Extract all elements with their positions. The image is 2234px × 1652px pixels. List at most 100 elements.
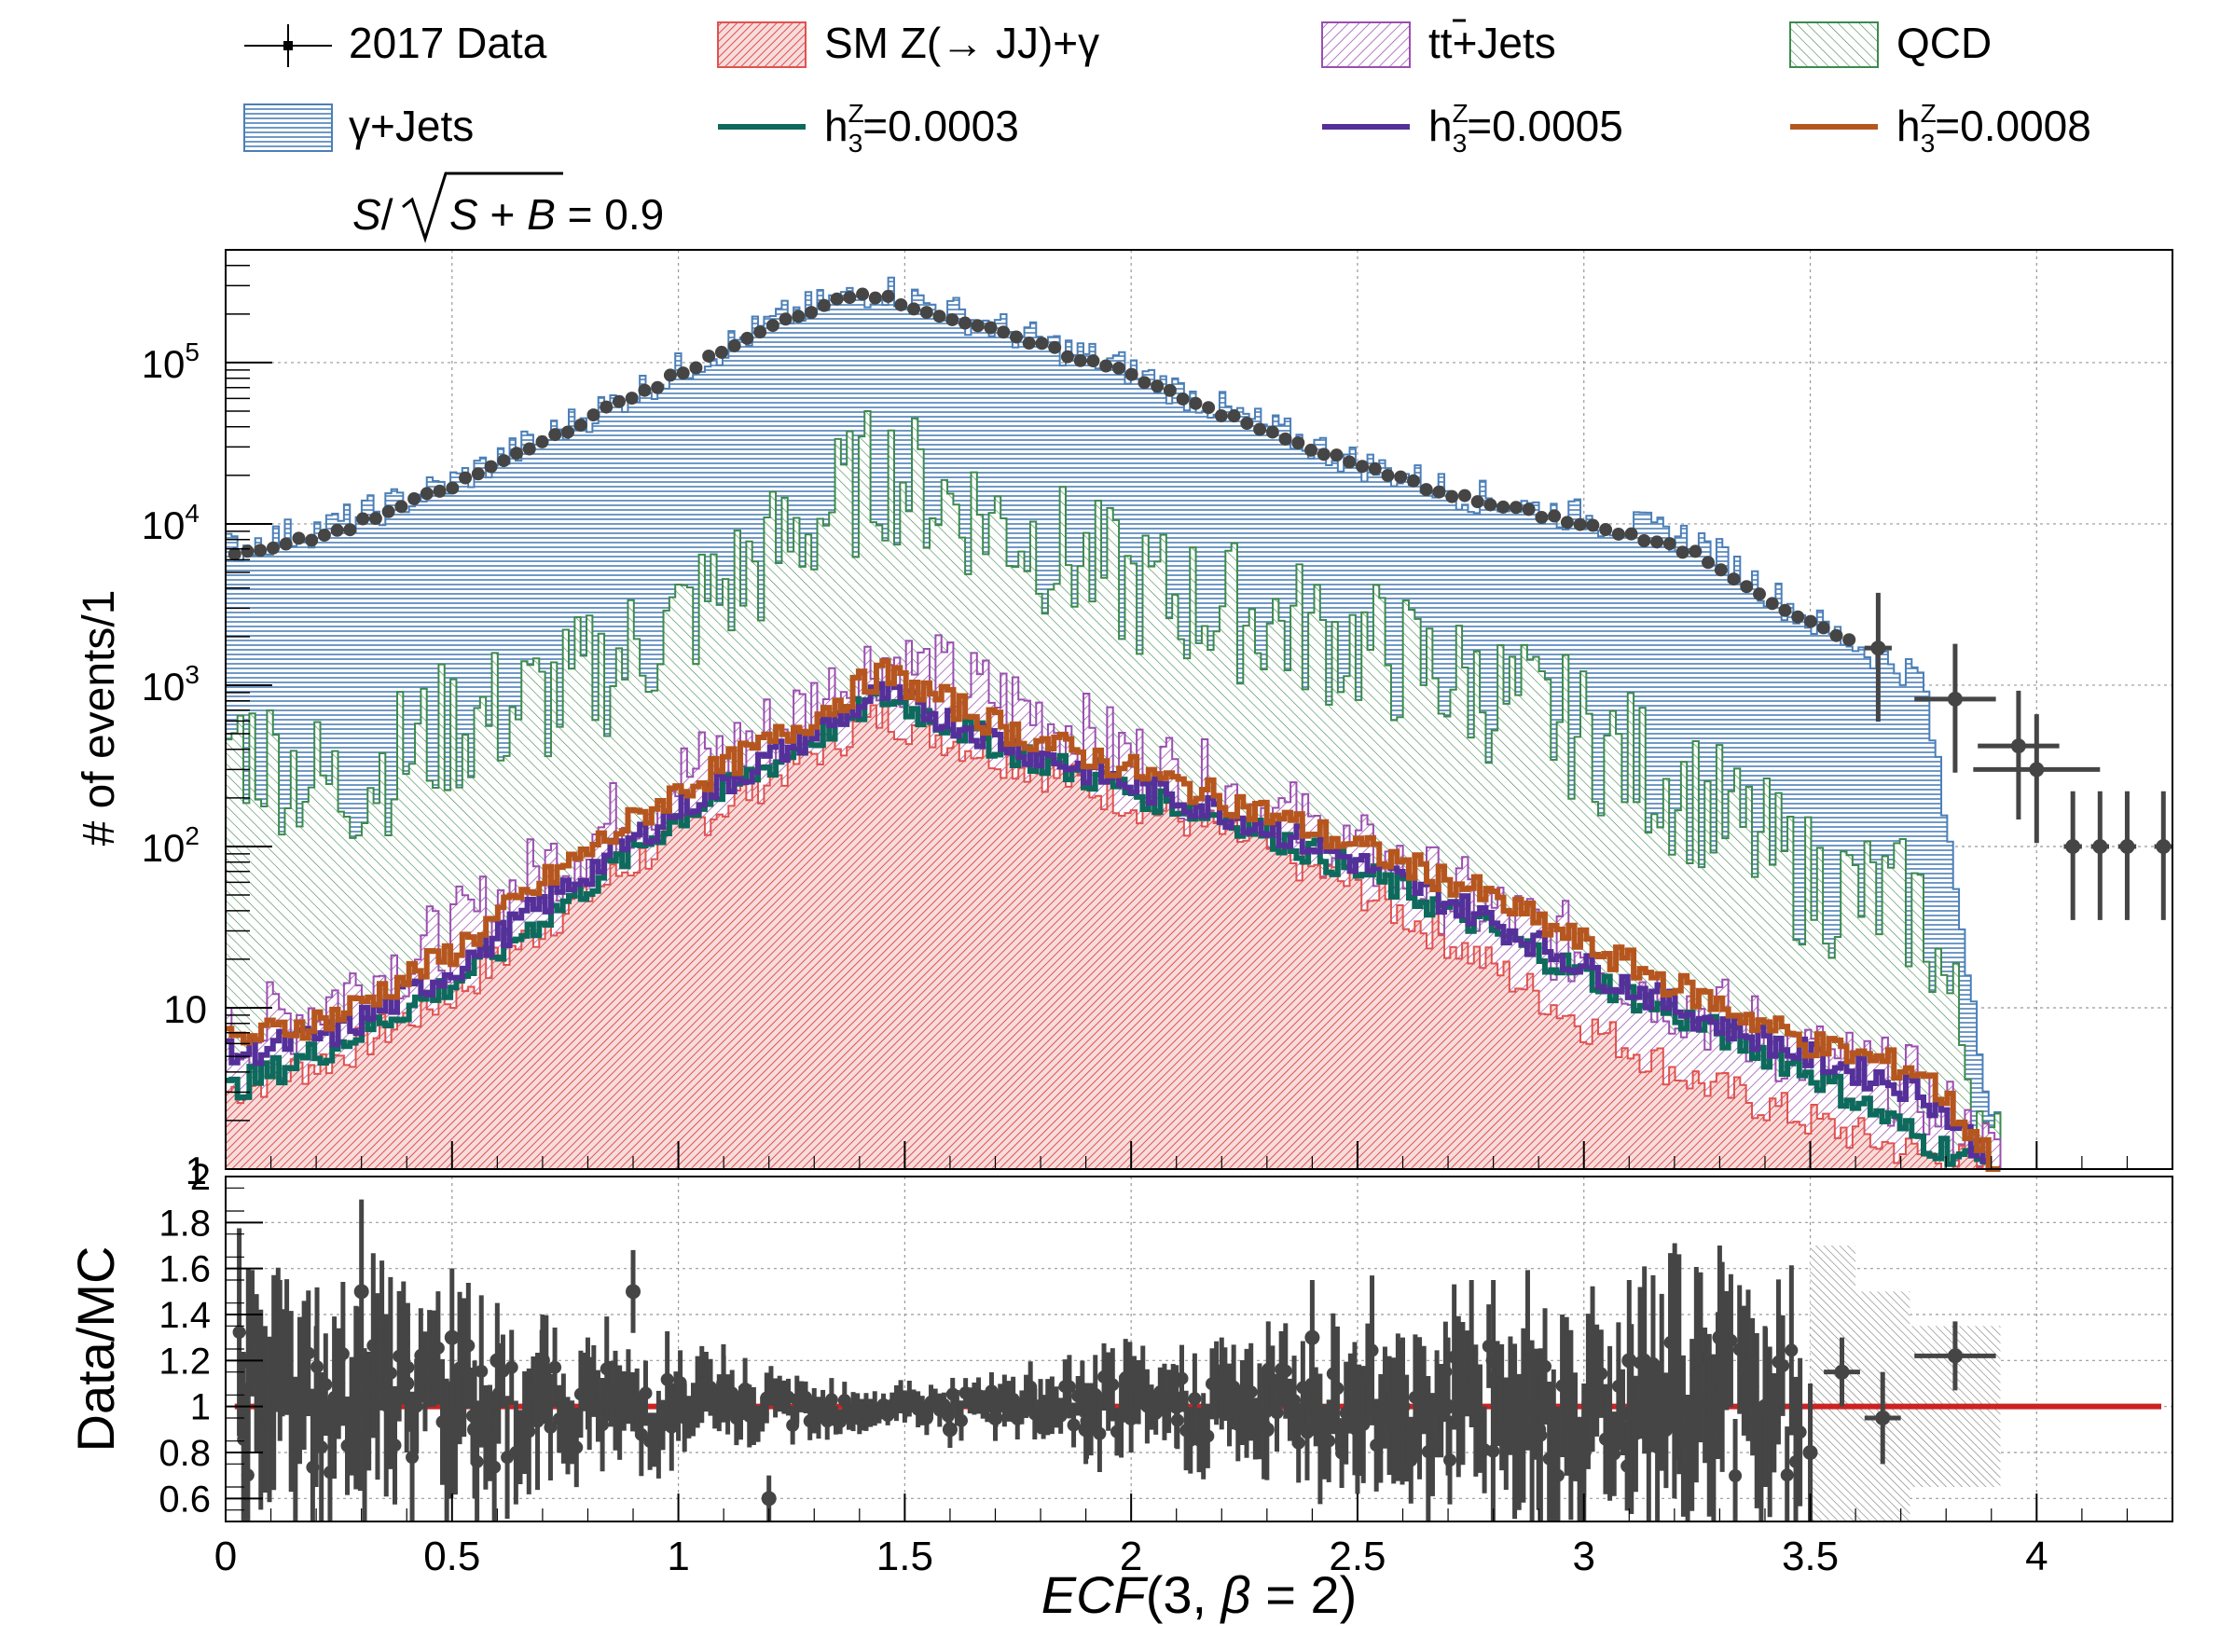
data-point xyxy=(254,544,268,558)
data-point xyxy=(1727,572,1741,586)
y-tick-label: 105 xyxy=(142,337,200,386)
data-point xyxy=(1330,448,1344,462)
legend-label-h1: hZ 3=0.0003 xyxy=(824,99,1019,158)
ratio-point xyxy=(987,1395,1003,1441)
ratio-point xyxy=(570,1407,584,1488)
data-point xyxy=(1765,597,1779,611)
data-point xyxy=(765,319,779,333)
data-point xyxy=(522,442,536,456)
data-point xyxy=(228,547,241,561)
data-point xyxy=(1356,460,1370,474)
data-point xyxy=(676,366,690,380)
data-point xyxy=(1048,340,1062,354)
data-point xyxy=(1111,361,1125,375)
ratio-point xyxy=(1365,1275,1379,1425)
data-point xyxy=(1560,516,1574,530)
ratio-point xyxy=(462,1282,476,1409)
data-point xyxy=(305,533,319,547)
ratio-point xyxy=(1062,1355,1076,1419)
data-point xyxy=(1611,527,1625,541)
ratio-point xyxy=(670,1371,686,1441)
data-point xyxy=(1419,483,1433,497)
ratio-point xyxy=(824,1378,838,1422)
data-point xyxy=(702,349,716,363)
ratio-point xyxy=(1291,1403,1305,1483)
data-point xyxy=(1778,603,1792,617)
x-tick-label: 3 xyxy=(1573,1534,1595,1579)
data-point xyxy=(356,512,370,526)
data-point xyxy=(600,400,614,414)
ratio-y-axis-label: Data/MC xyxy=(66,1246,125,1452)
svg-text:S + B = 0.9: S + B = 0.9 xyxy=(449,190,664,239)
ratio-y-tick-label: 1.6 xyxy=(159,1249,211,1290)
data-point xyxy=(343,523,357,537)
ratio-point xyxy=(544,1373,558,1480)
ratio-point xyxy=(1757,1326,1772,1487)
ratio-y-tick-label: 1.2 xyxy=(159,1341,211,1382)
ratio-point xyxy=(1304,1280,1320,1396)
data-point xyxy=(1714,563,1728,577)
x-tick-label: 4 xyxy=(2025,1534,2048,1579)
legend-label-sm: SM Z(→ JJ)+γ xyxy=(824,19,1099,67)
y-tick-label: 1 xyxy=(186,1149,207,1192)
data-point xyxy=(446,481,460,495)
ratio-point xyxy=(383,1276,397,1469)
data-point xyxy=(817,298,831,312)
data-point xyxy=(1509,501,1523,515)
data-point xyxy=(894,297,908,311)
ratio-point xyxy=(942,1411,958,1449)
ratio-point xyxy=(1106,1348,1120,1422)
data-point xyxy=(1740,580,1754,594)
ratio-pad: 0.6 0.8 1 1.2 1.4 1.6 1.8 2 0 0.5 1 1.5 2 2.5 3 3.5 4 Da… xyxy=(66,1157,2173,1624)
data-point xyxy=(1753,587,1767,601)
data-point xyxy=(330,523,344,537)
data-point xyxy=(2063,791,2082,920)
ratio-point xyxy=(1914,1321,1996,1391)
y-tick-label: 102 xyxy=(142,821,200,870)
data-point xyxy=(407,492,421,506)
data-point xyxy=(958,316,972,330)
ratio-point xyxy=(232,1228,246,1437)
legend-label-gjets: γ+Jets xyxy=(349,102,474,150)
legend-entry-h2: hZ 3=0.0005 xyxy=(1322,99,1623,158)
ratio-point xyxy=(1538,1308,1552,1425)
ratio-point xyxy=(1594,1329,1608,1418)
data-point xyxy=(1702,556,1716,570)
data-point xyxy=(612,394,626,408)
data-point xyxy=(1304,443,1318,457)
x-tick-label: 0.5 xyxy=(423,1534,480,1579)
ratio-point xyxy=(548,1328,562,1408)
data-point xyxy=(997,325,1011,339)
y-tick-label: 103 xyxy=(142,660,200,709)
data-point xyxy=(1586,518,1600,532)
legend-label-data: 2017 Data xyxy=(349,19,547,67)
ratio-point xyxy=(1607,1411,1621,1496)
ratio-point xyxy=(1666,1315,1682,1499)
data-point xyxy=(1214,409,1228,423)
svg-text:S/: S/ xyxy=(352,190,393,239)
data-point xyxy=(1522,502,1536,516)
ratio-point xyxy=(1214,1337,1230,1430)
ratio-point xyxy=(1776,1315,1790,1416)
data-point xyxy=(984,321,998,335)
ratio-y-tick-label: 0.6 xyxy=(159,1479,211,1520)
data-point xyxy=(651,380,665,394)
ratio-point xyxy=(799,1381,813,1413)
ratio-point xyxy=(1780,1426,1794,1521)
ratio-point xyxy=(353,1199,369,1384)
data-point xyxy=(907,302,921,316)
x-tick-label: 2 xyxy=(1120,1534,1142,1579)
ratio-point xyxy=(1621,1280,1637,1441)
legend-label-qcd: QCD xyxy=(1896,19,1992,67)
data-point xyxy=(1624,527,1638,541)
ratio-y-tick-label: 0.8 xyxy=(159,1433,211,1474)
data-point xyxy=(1816,621,1830,635)
ratio-point xyxy=(1168,1365,1184,1449)
ratio-point xyxy=(319,1333,333,1436)
ratio-point xyxy=(1124,1384,1139,1452)
ratio-point xyxy=(1349,1365,1365,1494)
data-point xyxy=(727,338,741,352)
ratio-point xyxy=(1551,1407,1565,1521)
ratio-point xyxy=(1278,1323,1292,1419)
data-point xyxy=(510,447,524,461)
